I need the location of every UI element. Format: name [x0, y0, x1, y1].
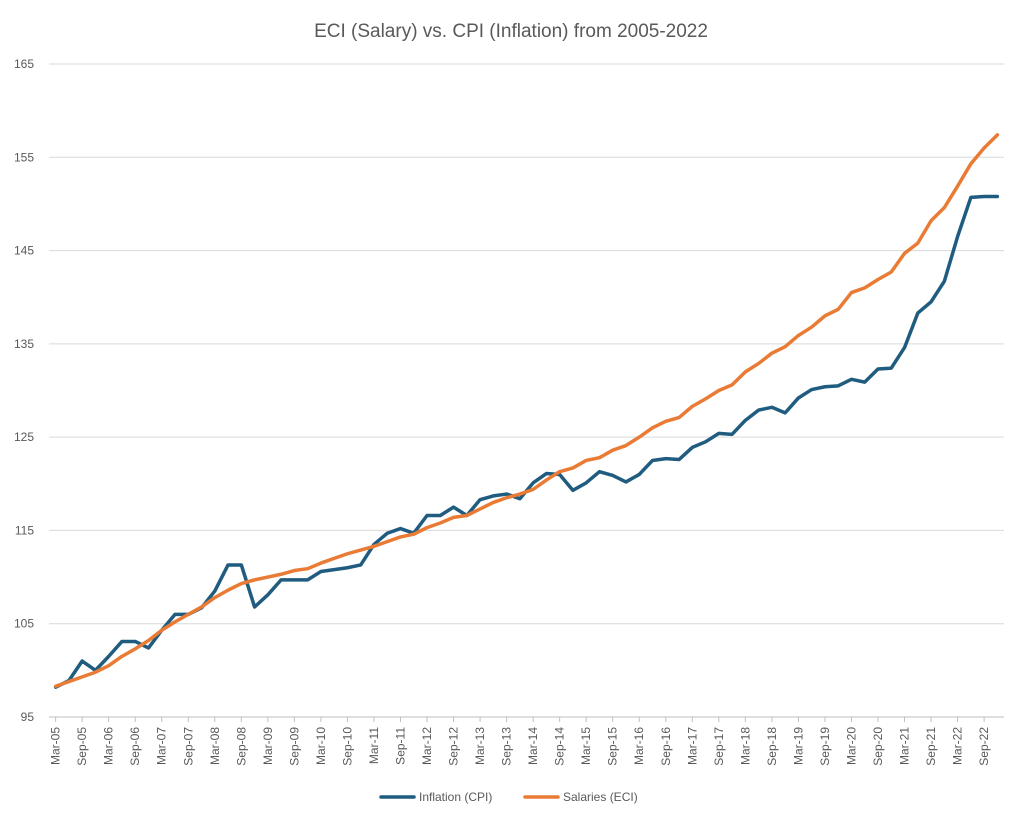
x-axis-ticks: Mar-05 Sep-05 Mar-06 Sep-06 Mar-07 Sep-07 Mar-…: [49, 717, 991, 766]
x-tick-label: Sep-17: [712, 727, 726, 766]
x-tick-label: Sep-13: [500, 727, 514, 766]
x-tick-label: Mar-05: [49, 727, 63, 765]
y-tick-label: 155: [14, 150, 34, 164]
x-tick-label: Mar-08: [208, 727, 222, 765]
x-tick-label: Mar-22: [951, 727, 965, 765]
x-tick-label: Mar-17: [685, 727, 699, 765]
x-tick-label: Sep-10: [340, 727, 354, 766]
x-tick-label: Sep-14: [553, 727, 567, 766]
x-tick-label: Sep-06: [128, 727, 142, 766]
x-tick-label: Mar-10: [314, 727, 328, 765]
y-tick-label: 105: [14, 617, 34, 631]
y-tick-label: 135: [14, 337, 34, 351]
x-tick-label: Mar-14: [526, 727, 540, 765]
y-tick-label: 165: [14, 57, 34, 71]
gridlines: [49, 63, 1004, 718]
x-tick-label: Sep-21: [924, 727, 938, 766]
y-tick-label: 145: [14, 244, 34, 258]
x-tick-label: Mar-11: [367, 727, 381, 764]
x-tick-label: Sep-07: [181, 727, 195, 766]
x-tick-label: Mar-20: [844, 727, 858, 765]
x-tick-label: Sep-15: [606, 727, 620, 766]
x-tick-label: Sep-16: [659, 727, 673, 766]
legend: Inflation (CPI) Salaries (ECI): [379, 790, 638, 804]
x-tick-label: Sep-05: [75, 727, 89, 766]
y-tick-label: 115: [15, 523, 34, 537]
series-line-eci: [53, 133, 1000, 688]
x-tick-label: Mar-15: [579, 727, 593, 765]
chart-title: ECI (Salary) vs. CPI (Inflation) from 20…: [314, 21, 708, 42]
x-tick-label: Sep-09: [287, 727, 301, 766]
y-axis-ticks: 95 105 115 125 135 145 155 165: [14, 57, 34, 724]
x-tick-label: Mar-07: [155, 727, 169, 765]
x-tick-label: Mar-19: [791, 727, 805, 765]
x-tick-label: Mar-12: [420, 727, 434, 765]
x-tick-label: Sep-22: [977, 727, 991, 766]
x-tick-label: Mar-18: [738, 727, 752, 765]
x-tick-label: Sep-08: [234, 727, 248, 766]
x-tick-label: Mar-06: [102, 727, 116, 765]
x-tick-label: Mar-13: [473, 727, 487, 765]
x-tick-label: Mar-21: [898, 727, 912, 765]
series-line-cpi: [53, 194, 1000, 689]
y-tick-label: 95: [21, 710, 35, 724]
x-tick-label: Sep-12: [447, 727, 461, 766]
series-lines: [53, 133, 1000, 689]
legend-label: Salaries (ECI): [563, 790, 638, 804]
y-tick-label: 125: [14, 430, 34, 444]
legend-label: Inflation (CPI): [419, 790, 492, 804]
x-tick-label: Sep-20: [871, 727, 885, 766]
x-tick-label: Mar-09: [261, 727, 275, 765]
x-tick-label: Sep-19: [818, 727, 832, 766]
x-tick-label: Mar-16: [632, 727, 646, 765]
x-tick-label: Sep-18: [765, 727, 779, 766]
x-tick-label: Sep-11: [393, 727, 407, 765]
